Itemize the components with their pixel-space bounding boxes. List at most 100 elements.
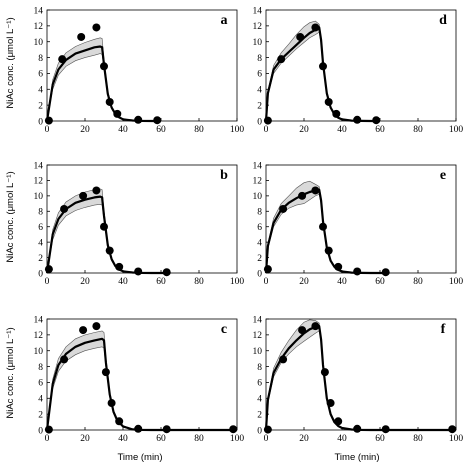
x-tick-label: 0 [45,434,50,444]
y-tick-label: 2 [257,101,262,111]
y-tick-label: 8 [38,208,43,218]
panel-a: 0 2 4 6 8 10 12 14 0 20 40 60 80 100 a [34,6,245,135]
observed-data-point [263,425,272,434]
x-tick-label: 100 [449,125,464,135]
y-tick-label: 14 [253,315,263,325]
observed-data-point [79,191,88,200]
y-tick-label: 10 [253,347,263,357]
x-tick-label: 20 [299,125,309,135]
observed-data-point [229,425,238,434]
observed-data-point [153,116,162,125]
x-tick-label: 100 [230,434,245,444]
y-tick-label: 10 [253,38,263,48]
x-tick-label: 40 [337,125,347,135]
x-tick-label: 40 [118,277,128,287]
panel-b: 0 2 4 6 8 10 12 14 0 20 40 60 80 100 b [34,161,245,287]
x-tick-label: 100 [230,277,245,287]
y-tick-label: 0 [257,117,262,127]
y-tick-label: 0 [257,426,262,436]
observed-data-point [381,425,390,434]
x-tick-label: 40 [337,434,347,444]
observed-data-point [134,424,143,433]
x-tick-label: 40 [118,125,128,135]
observed-data-point [353,424,362,433]
observed-data-point [372,116,381,125]
observed-data-point [324,246,333,255]
y-tick-label: 14 [34,315,44,325]
observed-data-point [107,399,116,408]
observed-data-point [298,191,307,200]
observed-data-point [381,268,390,277]
observed-data-point [79,326,88,335]
x-tick-label: 20 [80,277,90,287]
y-tick-label: 2 [257,254,262,264]
observed-data-point [279,204,288,213]
observed-data-point [101,368,110,377]
x-tick-label: 60 [375,434,385,444]
observed-data-point [115,417,124,426]
observed-data-point [92,322,101,331]
observed-data-point [326,399,335,408]
y-tick-label: 2 [257,410,262,420]
x-tick-label: 80 [194,125,204,135]
y-axis-label-bottom: NiAc conc. (μmol L⁻¹) [5,327,16,418]
observed-data-point [324,97,333,106]
y-tick-label: 8 [38,363,43,373]
observed-data-point [60,204,69,213]
observed-data-point [105,97,114,106]
x-tick-label: 100 [449,277,464,287]
y-tick-label: 6 [257,223,262,233]
y-tick-label: 6 [38,223,43,233]
panel-d: 0 2 4 6 8 10 12 14 0 20 40 60 80 100 d [253,6,464,135]
model-fit-line [264,325,453,432]
observed-data-point [92,186,101,195]
y-tick-label: 2 [38,410,43,420]
confidence-band [265,180,386,274]
observed-data-point [115,262,124,271]
y-tick-label: 6 [38,379,43,389]
y-tick-label: 14 [34,161,44,171]
y-tick-label: 14 [253,6,263,16]
x-axis-label-right: Time (min) [334,452,379,463]
x-tick-label: 100 [449,434,464,444]
y-tick-label: 14 [34,6,44,16]
panel-letter: f [441,322,446,337]
y-tick-label: 4 [257,86,262,96]
y-tick-label: 12 [253,177,263,187]
observed-data-point [105,246,114,255]
x-tick-label: 20 [80,434,90,444]
observed-data-point [134,115,143,124]
x-tick-label: 20 [299,277,309,287]
plot-frame [46,318,238,431]
observed-data-point [296,32,305,41]
y-tick-label: 4 [38,395,43,405]
y-tick-label: 14 [253,161,263,171]
y-tick-label: 8 [38,54,43,64]
x-tick-label: 80 [194,434,204,444]
observed-data-point [162,268,171,277]
plot-frame [265,164,457,274]
observed-data-point [353,115,362,124]
confidence-band [46,330,234,431]
y-tick-label: 4 [38,86,43,96]
y-tick-label: 10 [253,192,263,202]
y-tick-label: 6 [38,70,43,80]
observed-data-point [58,55,67,64]
observed-data-point [100,222,108,231]
x-axis-label-left: Time (min) [117,452,162,463]
y-tick-label: 12 [34,331,44,341]
plot-frame [46,164,238,274]
x-tick-label: 60 [156,434,166,444]
confidence-band [265,319,453,431]
x-tick-label: 60 [156,125,166,135]
observed-data-point [134,267,143,276]
x-tick-label: 60 [375,125,385,135]
x-tick-label: 80 [413,277,423,287]
y-tick-label: 2 [38,254,43,264]
y-tick-label: 12 [34,22,44,32]
x-tick-label: 20 [299,434,309,444]
y-tick-label: 0 [257,269,262,279]
x-tick-label: 0 [264,434,269,444]
panel-letter: c [221,322,227,337]
